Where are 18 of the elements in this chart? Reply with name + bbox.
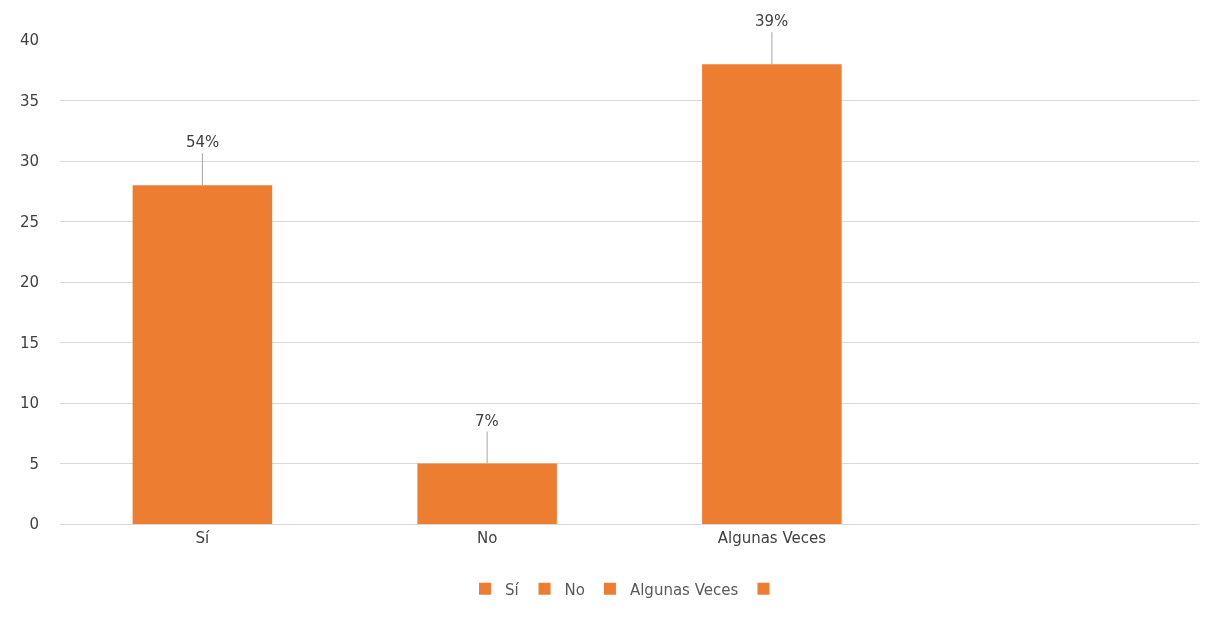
y-tick-label: 0 [29,515,39,534]
y-tick-label: 15 [19,333,39,352]
y-tick-label: 20 [19,273,39,292]
annotation: 54% [186,133,220,151]
y-tick-label: 5 [29,454,39,473]
y-tick-label: 30 [19,152,39,171]
y-tick-label: 25 [19,212,39,231]
x-tick-label: No [476,529,498,547]
legend-label: Algunas Veces [629,580,739,599]
legend-label: No [564,580,585,599]
y-tick-label: 35 [19,91,39,110]
y-tick-label: 10 [19,394,39,413]
annotation: 39% [755,12,789,30]
x-tick-label: Algunas Veces [717,529,827,547]
annotation: 7% [475,412,499,430]
legend-label: Sí [505,580,520,599]
x-tick-label: Sí [195,529,211,547]
y-tick-label: 40 [19,31,39,50]
